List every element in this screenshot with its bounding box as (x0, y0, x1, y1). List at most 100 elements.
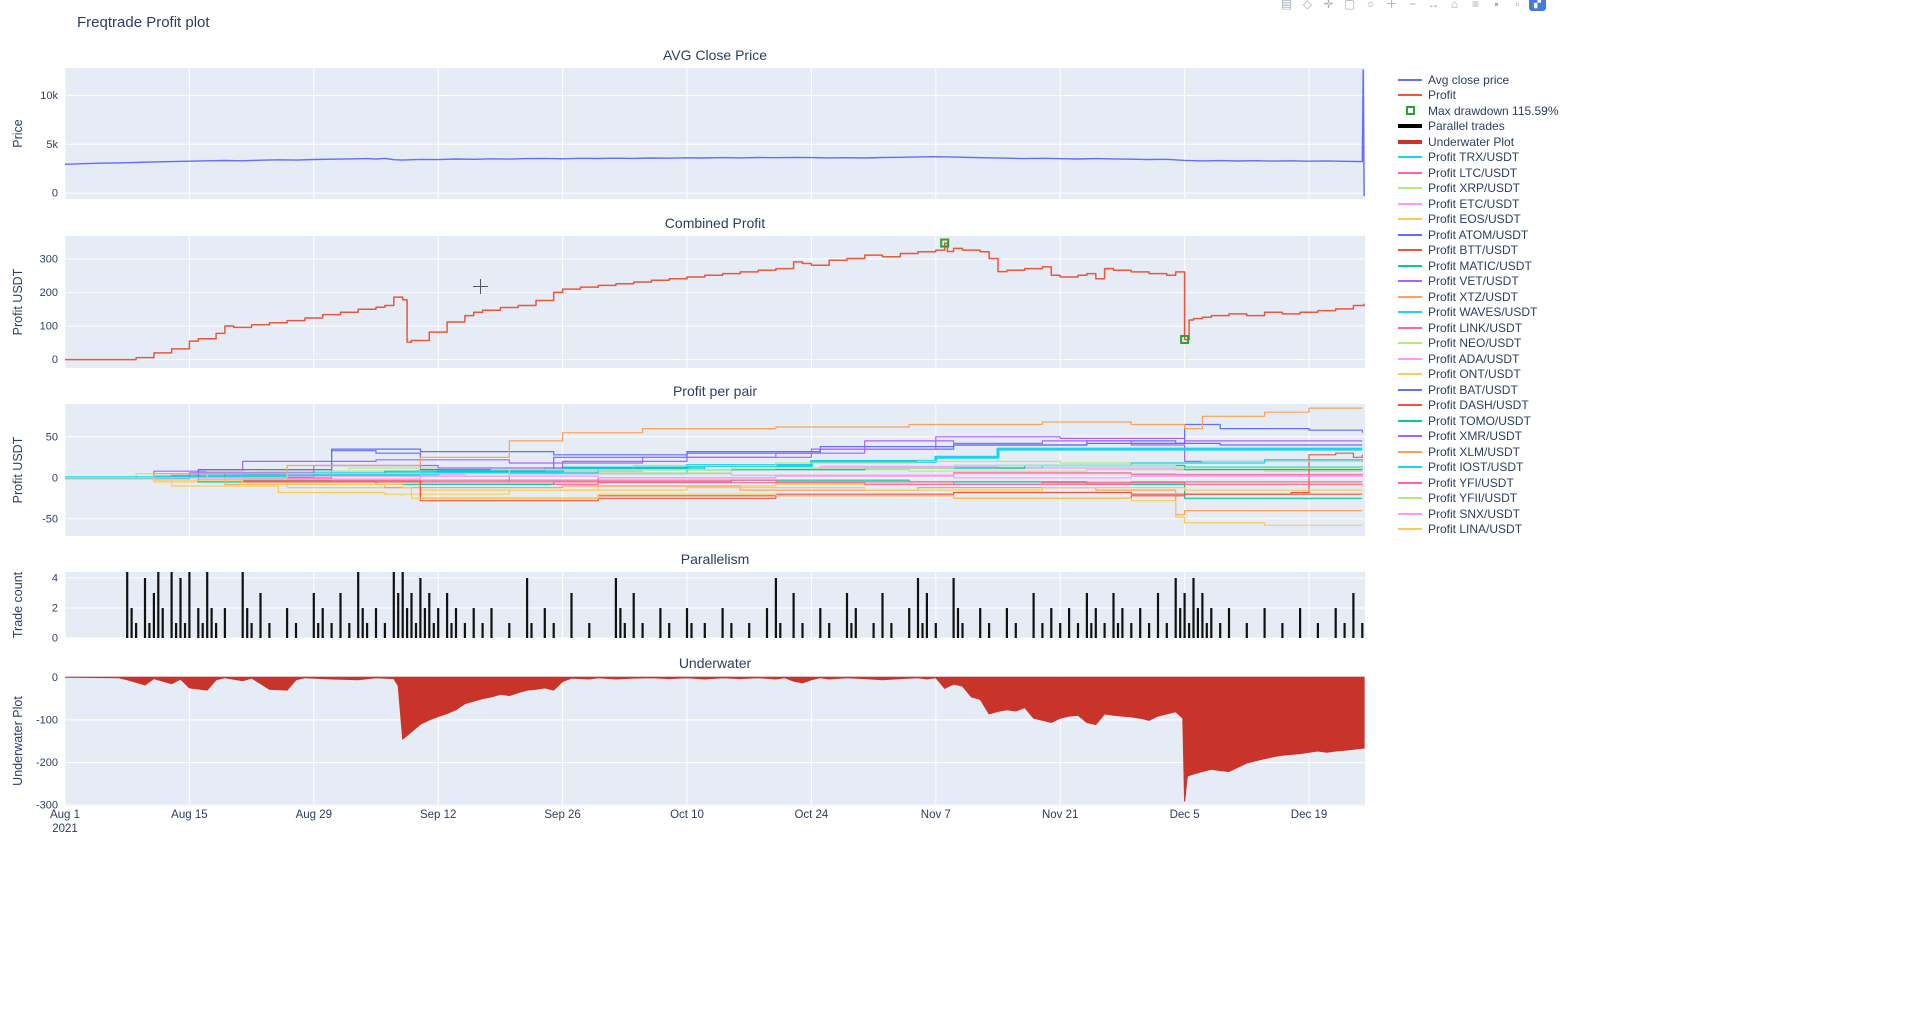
legend-item-profit-yfi-usdt[interactable]: Profit YFI/USDT (1398, 475, 1559, 491)
y-tick-label: -100 (36, 714, 58, 726)
parallel-trades-bar (246, 608, 249, 638)
parallel-trades-bar (792, 593, 795, 638)
legend-item-profit-snx-usdt[interactable]: Profit SNX/USDT (1398, 506, 1559, 522)
x-tick-label: Aug 15 (171, 809, 207, 821)
parallel-trades-bar (1090, 623, 1093, 638)
hover-compare-icon[interactable]: ▫ (1515, 0, 1520, 11)
lasso-select-icon[interactable]: ○ (1366, 0, 1375, 11)
legend-label: Profit XRP/USDT (1428, 181, 1521, 196)
legend-label: Profit XTZ/USDT (1428, 289, 1519, 304)
legend-item-profit-etc-usdt[interactable]: Profit ETC/USDT (1398, 196, 1559, 212)
series-profit-xmr-usdt (65, 436, 1363, 479)
legend-item-profit-neo-usdt[interactable]: Profit NEO/USDT (1398, 336, 1559, 352)
parallel-trades-bar (1050, 608, 1053, 638)
parallel-trades-bar (1281, 623, 1284, 638)
autoscale-icon[interactable]: ↔ (1427, 0, 1440, 11)
legend-label: Parallel trades (1428, 119, 1505, 134)
legend-item-profit-waves-usdt[interactable]: Profit WAVES/USDT (1398, 305, 1559, 321)
parallel-trades-bar (526, 578, 529, 638)
legend-item-underwater-plot[interactable]: Underwater Plot (1398, 134, 1559, 150)
legend-item-profit-btt-usdt[interactable]: Profit BTT/USDT (1398, 243, 1559, 259)
parallel-trades-bar (183, 623, 187, 638)
legend-item-profit-bat-usdt[interactable]: Profit BAT/USDT (1398, 382, 1559, 398)
series-profit-xlm-usdt (65, 407, 1363, 479)
camera-icon[interactable]: ▤ (1280, 0, 1293, 11)
subplot-background[interactable] (65, 236, 1365, 368)
legend-item-profit-ont-usdt[interactable]: Profit ONT/USDT (1398, 367, 1559, 383)
parallel-trades-bar (1116, 623, 1120, 638)
y-tick-label: 50 (46, 431, 58, 443)
legend-label: Profit LTC/USDT (1428, 165, 1518, 180)
line-swatch-icon (1398, 264, 1424, 267)
legend-item-profit-iost-usdt[interactable]: Profit IOST/USDT (1398, 460, 1559, 476)
series-profit-vet-usdt (65, 440, 1363, 479)
pan-icon[interactable]: ✛ (1323, 0, 1334, 11)
legend-item-profit-xtz-usdt[interactable]: Profit XTZ/USDT (1398, 289, 1559, 305)
parallel-trades-bar (952, 578, 955, 638)
parallel-trades-bar (437, 608, 440, 638)
legend-item-profit-ltc-usdt[interactable]: Profit LTC/USDT (1398, 165, 1559, 181)
legend-item-profit-matic-usdt[interactable]: Profit MATIC/USDT (1398, 258, 1559, 274)
legend-item-profit-link-usdt[interactable]: Profit LINK/USDT (1398, 320, 1559, 336)
subplot-title: Parallelism (681, 551, 749, 567)
parallel-trades-bar (481, 623, 484, 638)
parallel-trades-bar (250, 623, 253, 638)
legend-item-profit-xlm-usdt[interactable]: Profit XLM/USDT (1398, 444, 1559, 460)
parallel-trades-bar (188, 572, 191, 638)
line-swatch-icon (1398, 528, 1424, 531)
line-swatch-icon (1398, 187, 1424, 190)
legend-item-profit-atom-usdt[interactable]: Profit ATOM/USDT (1398, 227, 1559, 243)
subplot-title: Combined Profit (665, 215, 765, 231)
parallel-trades-bar (854, 608, 857, 638)
parallel-trades-bar (908, 608, 911, 638)
parallel-trades-bar (454, 608, 458, 638)
parallel-trades-bar (1227, 608, 1231, 638)
toggle-spikelines-icon[interactable]: ≡ (1471, 0, 1479, 11)
hover-closest-icon[interactable]: ▪ (1494, 0, 1499, 11)
parallel-trades-bar (348, 623, 351, 638)
legend-label: Profit LINK/USDT (1428, 320, 1523, 335)
legend-item-parallel-trades[interactable]: Parallel trades (1398, 119, 1559, 135)
line-swatch-icon (1398, 295, 1424, 298)
legend-item-profit-tomo-usdt[interactable]: Profit TOMO/USDT (1398, 413, 1559, 429)
subplot-background[interactable] (65, 68, 1365, 199)
parallel-trades-bar (1210, 608, 1213, 638)
line-swatch-icon (1398, 311, 1424, 314)
max-drawdown-marker[interactable] (1180, 334, 1190, 344)
legend-item-profit-lina-usdt[interactable]: Profit LINA/USDT (1398, 522, 1559, 538)
zoom-in-icon[interactable]: ＋ (1385, 0, 1398, 11)
legend-item-profit[interactable]: Profit (1398, 88, 1559, 104)
legend-label: Avg close price (1428, 72, 1510, 87)
y-tick-label: 5k (46, 139, 58, 151)
legend-item-profit-dash-usdt[interactable]: Profit DASH/USDT (1398, 398, 1559, 414)
parallel-trades-bar (135, 623, 138, 638)
parallel-trades-bar (956, 608, 960, 638)
parallel-trades-bar (659, 608, 662, 638)
legend-item-profit-xmr-usdt[interactable]: Profit XMR/USDT (1398, 429, 1559, 445)
box-select-icon[interactable]: ▢ (1343, 0, 1356, 11)
legend-label: Profit WAVES/USDT (1428, 305, 1538, 320)
legend-item-profit-vet-usdt[interactable]: Profit VET/USDT (1398, 274, 1559, 290)
parallel-trades-bar (357, 572, 360, 638)
parallel-trades-bar (175, 623, 178, 638)
zoom-icon[interactable]: ◇ (1302, 0, 1313, 11)
legend-label: Profit SNX/USDT (1428, 506, 1521, 521)
legend-item-avg-close-price[interactable]: Avg close price (1398, 72, 1559, 88)
legend-item-profit-trx-usdt[interactable]: Profit TRX/USDT (1398, 150, 1559, 166)
parallel-trades-bar (432, 623, 435, 638)
max-drawdown-marker[interactable] (940, 238, 950, 248)
legend-item-profit-eos-usdt[interactable]: Profit EOS/USDT (1398, 212, 1559, 228)
legend-item-max-drawdown-115-59[interactable]: Max drawdown 115.59% (1398, 103, 1559, 119)
parallel-trades-bar (170, 572, 173, 638)
parallel-trades-bar (614, 578, 617, 638)
plotly-logo-icon[interactable]: ▞ (1529, 0, 1546, 11)
legend-item-profit-xrp-usdt[interactable]: Profit XRP/USDT (1398, 181, 1559, 197)
legend-item-profit-yfii-usdt[interactable]: Profit YFII/USDT (1398, 491, 1559, 507)
legend-item-profit-ada-usdt[interactable]: Profit ADA/USDT (1398, 351, 1559, 367)
zoom-out-icon[interactable]: − (1408, 0, 1416, 11)
legend-label: Profit DASH/USDT (1428, 398, 1529, 413)
parallel-trades-bar (765, 608, 769, 638)
parallel-trades-bar (721, 608, 724, 638)
reset-axes-icon[interactable]: ⌂ (1450, 0, 1459, 11)
